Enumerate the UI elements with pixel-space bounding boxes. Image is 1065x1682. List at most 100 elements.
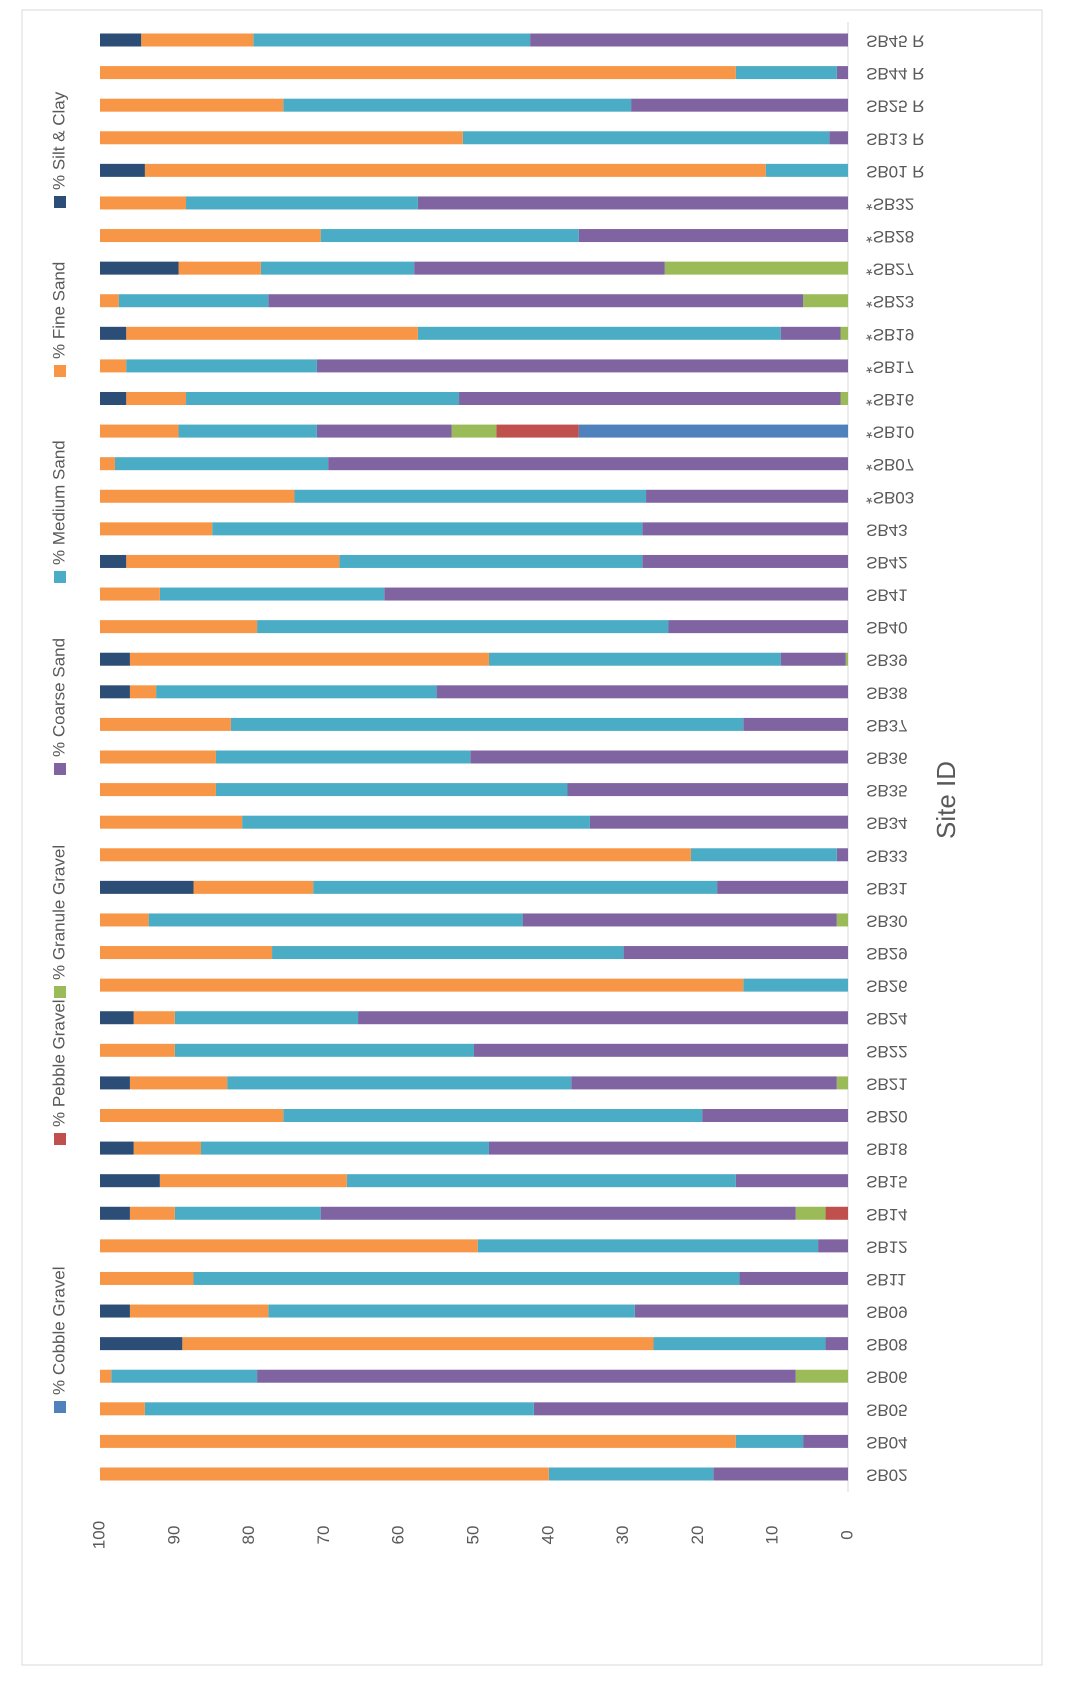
category-label: SB41 bbox=[866, 586, 908, 605]
legend-item: % Cobble Gravel bbox=[49, 1266, 68, 1413]
bar-segment bbox=[358, 1011, 848, 1025]
bar-segment bbox=[100, 848, 691, 862]
bar-segment bbox=[690, 848, 837, 862]
bar-segment bbox=[133, 1011, 175, 1025]
bar-segment bbox=[144, 1402, 534, 1416]
category-label: SB14 bbox=[866, 1205, 908, 1224]
bar-segment bbox=[488, 1141, 848, 1155]
category-label: *SB10 bbox=[866, 423, 914, 442]
bar-segment bbox=[283, 1109, 703, 1122]
bar-segment bbox=[100, 1304, 130, 1318]
bar-segment bbox=[100, 717, 231, 731]
category-label: *SB07 bbox=[866, 455, 914, 474]
bar-segment bbox=[100, 457, 115, 471]
category-label: SB44 R bbox=[866, 64, 925, 83]
bar-segment bbox=[100, 1402, 145, 1416]
bar-segment bbox=[129, 1304, 269, 1318]
bar-segment bbox=[257, 620, 669, 634]
bar-segment bbox=[227, 1076, 572, 1090]
bar-segment bbox=[126, 326, 418, 340]
bar-segment bbox=[100, 554, 127, 568]
bar-segment bbox=[836, 66, 848, 80]
bar-segment bbox=[739, 1271, 848, 1285]
bar-segment bbox=[178, 424, 317, 438]
bar-segment bbox=[126, 392, 187, 405]
bar-segment bbox=[664, 261, 848, 275]
bar-segment bbox=[765, 163, 848, 177]
legend-swatch bbox=[54, 196, 66, 208]
category-label: SB04 bbox=[866, 1433, 908, 1452]
bar-segment bbox=[215, 750, 471, 764]
bar-segment bbox=[100, 294, 119, 308]
legend-swatch bbox=[54, 1401, 66, 1413]
legend-item: % Fine Sand bbox=[49, 262, 68, 377]
bar-segment bbox=[589, 815, 848, 829]
bar-segment bbox=[156, 685, 437, 699]
bar-segment bbox=[148, 913, 523, 927]
x-tick-label: 90 bbox=[164, 1526, 183, 1545]
legend-item: % Coarse Sand bbox=[49, 638, 68, 775]
legend-label: % Granule Gravel bbox=[49, 845, 68, 980]
bar-segment bbox=[829, 131, 848, 145]
bar-segment bbox=[320, 1206, 796, 1220]
bar-segment bbox=[100, 1434, 736, 1448]
bar-segment bbox=[642, 554, 848, 568]
bar-segment bbox=[825, 1337, 848, 1351]
bar-segment bbox=[111, 1369, 258, 1383]
bar-segment bbox=[100, 946, 273, 960]
bar-segment bbox=[100, 1239, 478, 1253]
bar-segment bbox=[840, 392, 848, 405]
x-tick-label: 70 bbox=[314, 1526, 333, 1545]
bar-segment bbox=[717, 880, 848, 894]
x-tick-label: 40 bbox=[538, 1526, 557, 1545]
bar-segment bbox=[417, 326, 781, 340]
legend-label: % Fine Sand bbox=[49, 262, 68, 359]
bar-segment bbox=[313, 880, 718, 894]
bar-segment bbox=[193, 1271, 740, 1285]
legend-item: % Pebble Gravel bbox=[49, 999, 68, 1145]
category-label: *SB27 bbox=[866, 260, 914, 279]
category-label: SB05 bbox=[866, 1400, 908, 1419]
bar-segment bbox=[320, 229, 579, 243]
category-label: *SB03 bbox=[866, 488, 914, 507]
bar-segment bbox=[129, 1206, 175, 1220]
bar-segment bbox=[100, 326, 127, 340]
bar-segment bbox=[451, 424, 497, 438]
category-label: SB35 bbox=[866, 781, 908, 800]
x-tick-label: 100 bbox=[89, 1521, 108, 1549]
bar-segment bbox=[126, 554, 340, 568]
bar-segment bbox=[668, 620, 848, 634]
bar-segment bbox=[272, 946, 624, 960]
bar-segment bbox=[174, 1011, 359, 1025]
bar-segment bbox=[780, 652, 846, 666]
bar-segment bbox=[100, 359, 127, 373]
bar-segment bbox=[100, 33, 142, 47]
axis-title: Site ID bbox=[931, 761, 961, 839]
bar-segment bbox=[133, 1141, 201, 1155]
bar-segment bbox=[795, 1206, 826, 1220]
bar-segment bbox=[100, 815, 243, 829]
category-label: SB06 bbox=[866, 1368, 908, 1387]
bar-segment bbox=[174, 1206, 321, 1220]
category-label: *SB19 bbox=[866, 325, 914, 344]
category-label: SB26 bbox=[866, 977, 908, 996]
bar-segment bbox=[642, 522, 848, 536]
bar-segment bbox=[414, 261, 665, 275]
bar-segment bbox=[530, 33, 848, 47]
bar-segment bbox=[100, 424, 179, 438]
chart-border bbox=[21, 9, 1043, 1666]
bar-segment bbox=[100, 229, 321, 243]
category-label: SB20 bbox=[866, 1107, 908, 1126]
bar-segment bbox=[462, 131, 830, 145]
category-label: SB02 bbox=[866, 1466, 908, 1485]
bar-segment bbox=[496, 424, 579, 438]
x-tick-label: 20 bbox=[688, 1526, 707, 1545]
bar-segment bbox=[735, 1434, 804, 1448]
bar-segment bbox=[522, 913, 837, 927]
bar-segment bbox=[100, 1467, 549, 1481]
bar-segment bbox=[634, 1304, 848, 1318]
bar-segment bbox=[836, 1076, 848, 1090]
bar-segment bbox=[100, 652, 130, 666]
bar-segment bbox=[818, 1239, 848, 1253]
category-label: SB22 bbox=[866, 1042, 908, 1061]
